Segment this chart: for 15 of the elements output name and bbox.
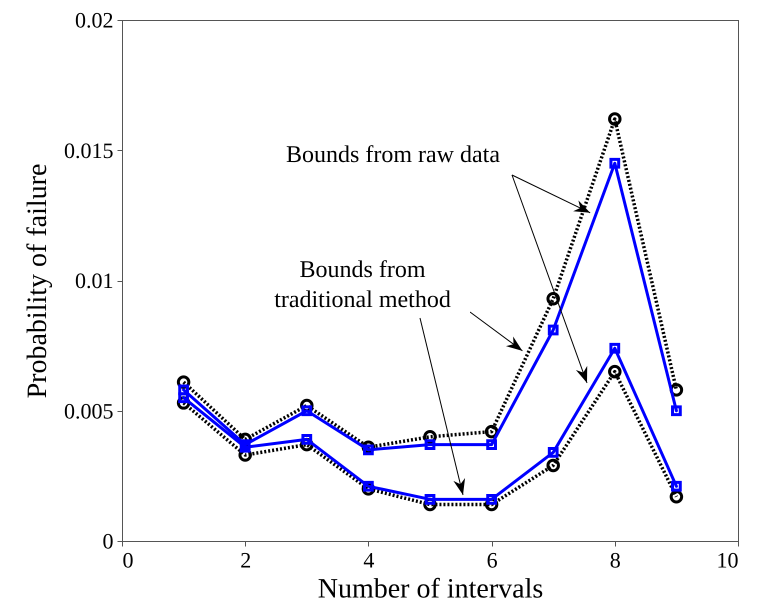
x-tick-label: 2 bbox=[240, 548, 252, 572]
y-axis-title: Probability of failure bbox=[22, 164, 53, 398]
y-tick-label: 0.02 bbox=[75, 8, 114, 32]
x-tick-label: 8 bbox=[610, 548, 621, 572]
annotation: Bounds from raw data bbox=[248, 140, 538, 170]
x-tick-label: 4 bbox=[363, 548, 374, 572]
x-axis-title: Number of intervals bbox=[318, 574, 544, 604]
y-tick-label: 0 bbox=[102, 528, 114, 554]
x-tick-label: 0 bbox=[122, 548, 134, 572]
y-tick-label: 0.015 bbox=[64, 138, 114, 163]
y-tick-label: 0.01 bbox=[75, 268, 114, 293]
y-tick-label: 0.005 bbox=[64, 398, 114, 424]
x-tick-label: 10 bbox=[716, 548, 738, 572]
annotation: Bounds from traditional method bbox=[255, 255, 470, 315]
x-tick-label: 6 bbox=[486, 548, 498, 572]
